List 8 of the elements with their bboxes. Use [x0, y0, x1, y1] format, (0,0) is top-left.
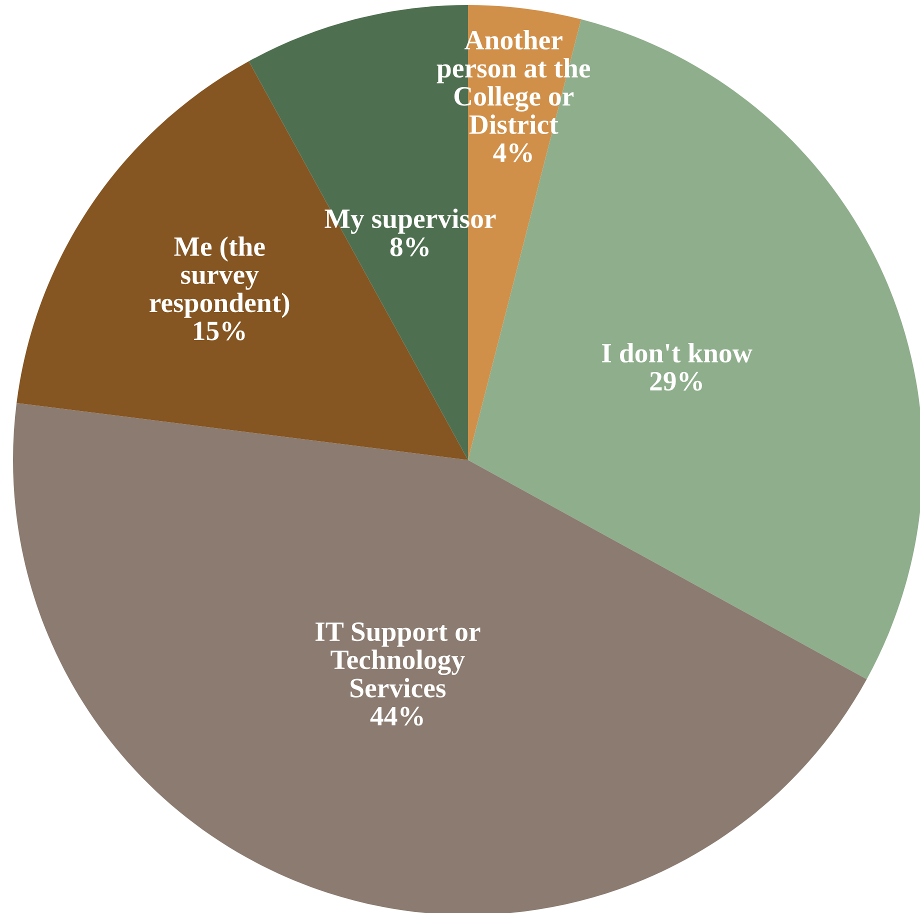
- slice-label: IT Support or Technology Services: [316, 622, 480, 698]
- slice-label: I don't know: [602, 343, 752, 363]
- slice-label: Me (the survey respondent): [150, 236, 290, 318]
- data-label: 44%: [370, 706, 423, 726]
- data-label: 8%: [390, 238, 429, 256]
- data-label: 15%: [194, 322, 245, 340]
- data-label: 4%: [493, 143, 532, 162]
- data-label: 29%: [650, 372, 702, 391]
